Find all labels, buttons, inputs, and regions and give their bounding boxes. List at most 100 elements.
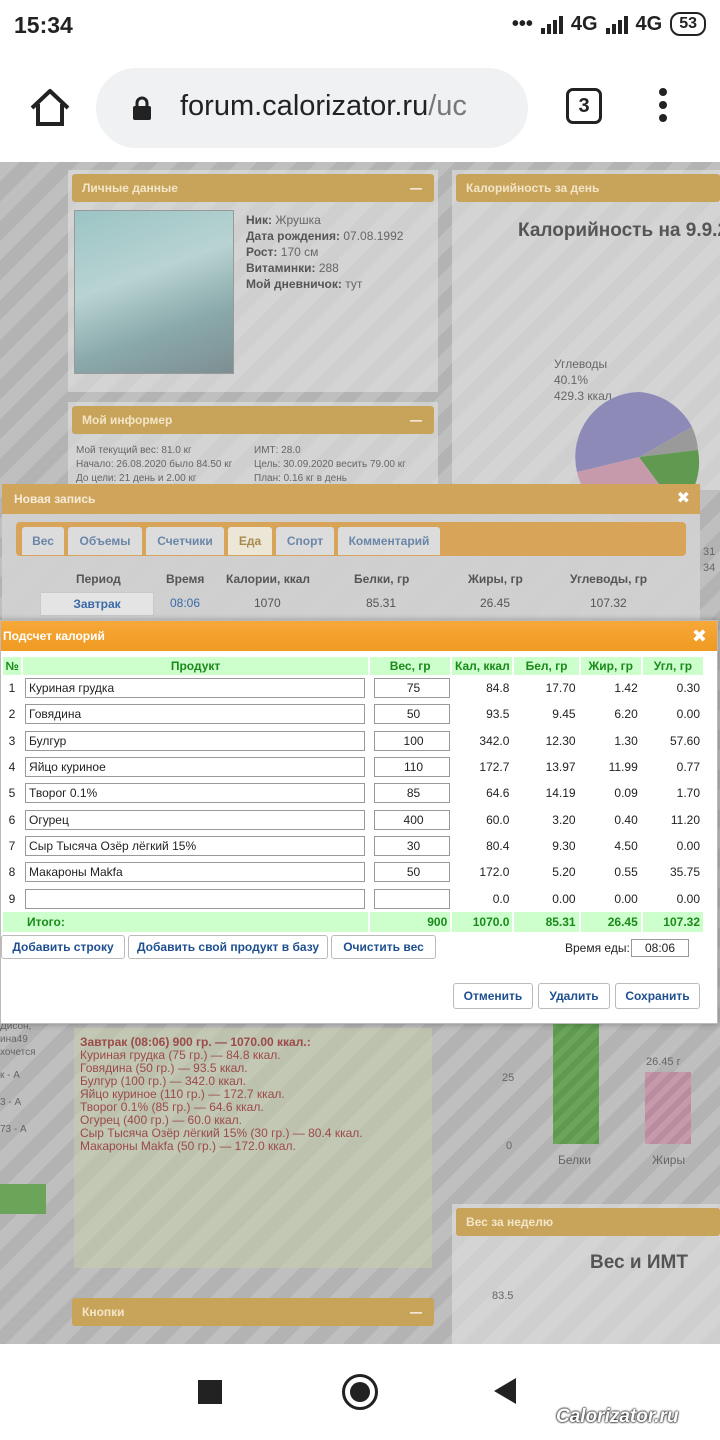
delete-button[interactable]: Удалить (538, 983, 610, 1009)
carbs-value: 35.75 (669, 865, 700, 880)
kcal-value: 80.4 (486, 838, 510, 853)
carbs-value: 0.00 (676, 838, 700, 853)
col-weight: Вес, гр (370, 657, 451, 675)
recents-icon[interactable] (198, 1380, 222, 1404)
row-number: 4 (8, 760, 16, 775)
kcal-value: 172.0 (479, 865, 510, 880)
row-number: 9 (8, 891, 16, 906)
fat-bar-value: 26.45 г (646, 1056, 681, 1068)
cancel-button[interactable]: Отменить (453, 983, 533, 1009)
col-protein: Бел, гр (514, 657, 579, 675)
product-input[interactable]: Сыр Тысяча Озёр лёгкий 15% (25, 835, 366, 856)
calorie-calculator-dialog: Подсчет калорий ✖ № Продукт Вес, гр Кал,… (0, 620, 718, 1024)
close-icon[interactable]: ✖ (676, 490, 690, 507)
table-row: 4 Яйцо куриное 110 172.7 13.97 11.99 0.7… (3, 754, 703, 780)
entry-time[interactable]: 08:06 (170, 596, 201, 610)
side-texts: Дисон, ина49 хочется к - А 3 - А 73 - А (0, 1021, 36, 1135)
y-tick-25: 25 (502, 1072, 515, 1084)
table-row: 7 Сыр Тысяча Озёр лёгкий 15% 30 80.4 9.3… (3, 833, 703, 859)
weight-input[interactable]: 50 (374, 862, 451, 883)
tab-volumes[interactable]: Объемы (68, 527, 142, 555)
system-nav-bar (0, 1344, 720, 1440)
total-label: Итого: (3, 911, 369, 932)
total-kcal: 1070.0 (452, 911, 513, 932)
col-fat: Жиры, гр (468, 572, 523, 586)
meal-time-label: Время еды: (565, 941, 630, 955)
carbs-value: 57.60 (669, 733, 700, 748)
product-input[interactable]: Макароны Makfa (25, 862, 366, 883)
calories-chart-title: Калорийность на 9.9.2 (518, 220, 720, 241)
fat-value: 0.55 (614, 865, 638, 880)
clock: 15:34 (14, 12, 73, 38)
avatar (74, 210, 234, 374)
url-text: forum.calorizator.ru/uc (180, 90, 467, 122)
col-carbs: Углеводы, гр (570, 572, 648, 586)
more-notifications-icon: ••• (511, 12, 533, 35)
carbs-value: 1.70 (676, 786, 700, 801)
tab-comment[interactable]: Комментарий (338, 527, 440, 555)
weight-input[interactable]: 75 (374, 678, 451, 699)
fat-value: 6.20 (614, 707, 638, 722)
col-kcal: Калории, ккал (226, 572, 310, 586)
product-input[interactable]: Куриная грудка (25, 678, 366, 699)
add-product-button[interactable]: Добавить свой продукт в базу (128, 935, 328, 959)
pie-label: Углеводы 40.1% 429.3 ккал (554, 357, 612, 403)
network-label-2: 4G (635, 12, 663, 35)
meal-time-input[interactable]: 08:06 (631, 939, 689, 957)
tab-counters[interactable]: Счетчики (146, 527, 224, 555)
row-number: 1 (8, 681, 16, 696)
protein-value: 3.20 (552, 812, 576, 827)
period-breakfast[interactable]: Завтрак (40, 592, 154, 616)
right-side-numbers: 31 34 (703, 546, 716, 574)
col-period: Период (76, 572, 121, 586)
total-row: Итого: 900 1070.0 85.31 26.45 107.32 (3, 911, 703, 932)
tab-weight[interactable]: Вес (22, 527, 64, 555)
dialog-title: Подсчет калорий (3, 629, 105, 643)
weight-chart-title: Вес и ИМТ (590, 1252, 688, 1273)
table-row: 3 Булгур 100 342.0 12.30 1.30 57.60 (3, 728, 703, 754)
close-icon[interactable]: ✖ (691, 626, 707, 646)
weight-input[interactable]: 30 (374, 835, 451, 856)
home-icon[interactable] (28, 86, 72, 130)
product-input[interactable]: Говядина (25, 704, 366, 725)
weight-input[interactable] (374, 888, 451, 909)
add-row-button[interactable]: Добавить строку (1, 935, 125, 959)
buttons-panel-header: Кнопки — (72, 1298, 434, 1326)
weight-input[interactable]: 85 (374, 783, 451, 804)
table-row: 2 Говядина 50 93.5 9.45 6.20 0.00 (3, 701, 703, 727)
fat-value: 1.30 (614, 733, 638, 748)
product-input[interactable]: Булгур (25, 730, 366, 751)
informer-right: ИМТ: 28.0 Цель: 30.09.2020 весить 79.00 … (254, 445, 406, 484)
kcal-value: 60.0 (486, 812, 510, 827)
back-icon[interactable] (494, 1378, 516, 1404)
clear-weight-button[interactable]: Очистить вес (331, 935, 436, 959)
tab-sport[interactable]: Спорт (276, 527, 334, 555)
weight-input[interactable]: 100 (374, 730, 451, 751)
address-bar[interactable]: forum.calorizator.ru/uc (96, 68, 528, 148)
lock-icon (133, 96, 151, 120)
product-input[interactable]: Яйцо куриное (25, 757, 366, 778)
carbs-value: 11.20 (670, 812, 700, 827)
fat-value: 4.50 (614, 838, 638, 853)
weight-input[interactable]: 400 (374, 809, 451, 830)
col-num: № (3, 657, 22, 675)
product-input[interactable] (25, 888, 366, 909)
fat-value: 1.42 (614, 681, 638, 696)
product-input[interactable]: Творог 0.1% (25, 783, 366, 804)
dialog-header: Подсчет калорий ✖ (1, 621, 717, 651)
overflow-menu-icon[interactable] (656, 88, 670, 128)
col-fat: Жир, гр (580, 657, 641, 675)
save-button[interactable]: Сохранить (615, 983, 700, 1009)
personal-panel-header: Личные данные — (72, 174, 434, 202)
tab-switcher-button[interactable]: 3 (566, 88, 602, 124)
weight-input[interactable]: 110 (374, 757, 451, 778)
carbs-value: 0.77 (676, 760, 700, 775)
fat-bar-label: Жиры (652, 1153, 686, 1167)
watermark-logo: Calorizator.ru (556, 1406, 679, 1427)
row-number: 5 (8, 786, 16, 801)
home-nav-icon[interactable] (342, 1374, 378, 1410)
tab-food[interactable]: Еда (228, 527, 272, 555)
product-input[interactable]: Огурец (25, 809, 366, 830)
weight-input[interactable]: 50 (374, 704, 451, 725)
protein-value: 14.19 (545, 786, 576, 801)
